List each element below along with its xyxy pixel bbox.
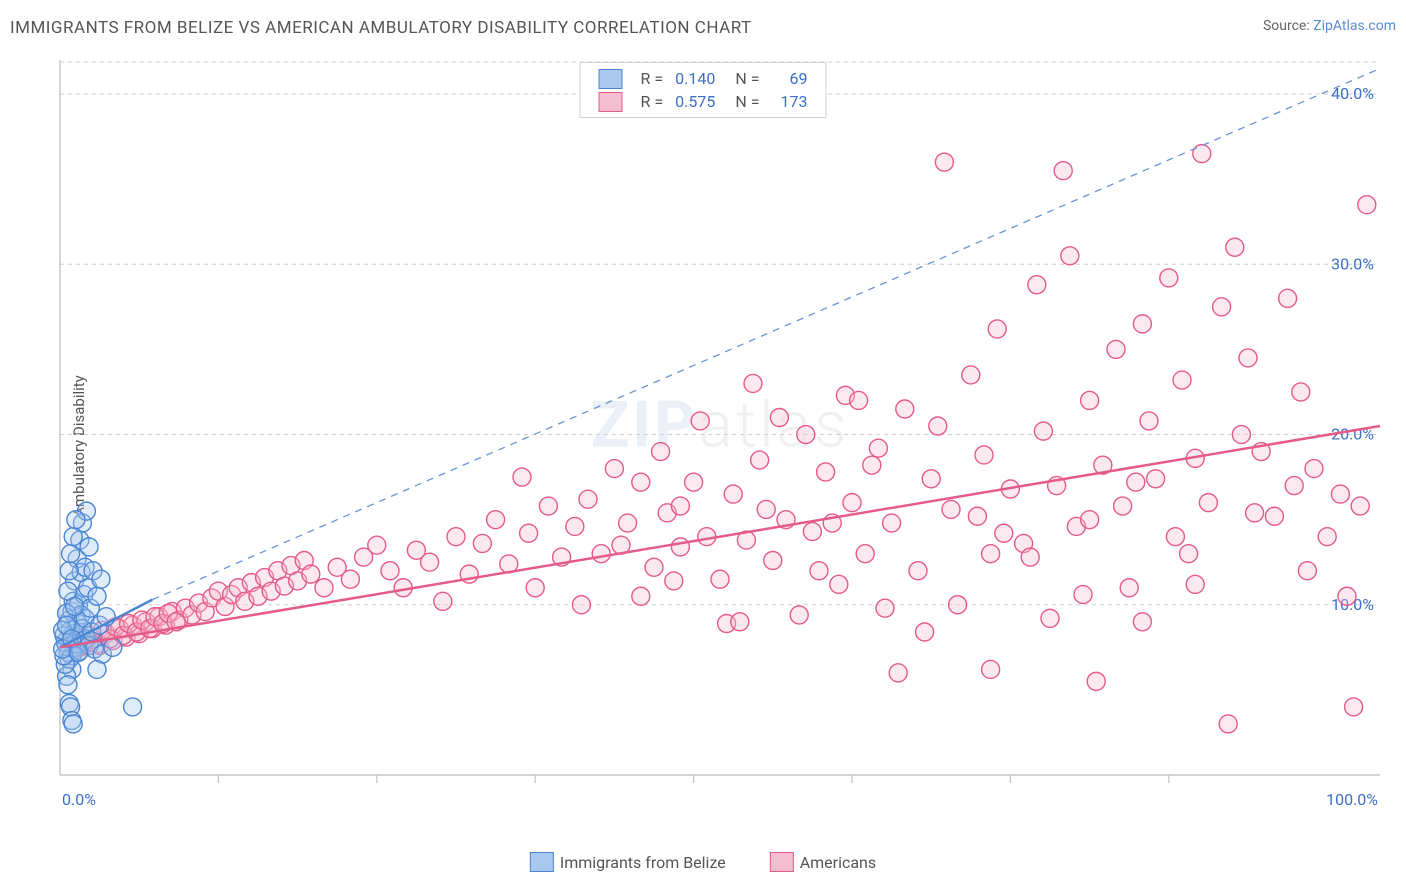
r-value: 0.575: [669, 90, 721, 113]
n-value: 69: [765, 67, 813, 90]
n-value: 173: [765, 90, 813, 113]
correlation-chart: IMMIGRANTS FROM BELIZE VS AMERICAN AMBUL…: [0, 0, 1406, 892]
legend-item: Americans: [770, 852, 876, 872]
legend-label: Americans: [800, 853, 876, 872]
legend-stats-row: R = 0.140 N = 69: [593, 67, 814, 90]
swatch-americans: [599, 92, 623, 112]
plot-svg: 10.0%20.0%30.0%40.0%0.0%100.0%: [60, 60, 1380, 820]
svg-text:100.0%: 100.0%: [1326, 790, 1378, 809]
legend-label: Immigrants from Belize: [560, 853, 726, 872]
r-value: 0.140: [669, 67, 721, 90]
legend-stats-row: R = 0.575 N = 173: [593, 90, 814, 113]
r-label: R =: [635, 67, 670, 90]
title-bar: IMMIGRANTS FROM BELIZE VS AMERICAN AMBUL…: [10, 18, 1396, 42]
legend-stats: R = 0.140 N = 69 R = 0.575 N = 173: [580, 62, 827, 118]
source-label: Source:: [1263, 18, 1310, 34]
n-label: N =: [721, 67, 765, 90]
swatch-americans: [770, 852, 794, 872]
chart-title: IMMIGRANTS FROM BELIZE VS AMERICAN AMBUL…: [10, 18, 752, 38]
source-value: ZipAtlas.com: [1313, 18, 1396, 34]
swatch-belize: [599, 69, 623, 89]
n-label: N =: [721, 90, 765, 113]
legend-bottom: Immigrants from Belize Americans: [510, 852, 896, 876]
svg-text:0.0%: 0.0%: [62, 790, 96, 809]
swatch-belize: [530, 852, 554, 872]
source-attribution: Source: ZipAtlas.com: [1263, 18, 1396, 34]
plot-area: ZIPatlas 10.0%20.0%30.0%40.0%0.0%100.0%: [60, 60, 1380, 820]
r-label: R =: [635, 90, 670, 113]
legend-item: Immigrants from Belize: [530, 852, 726, 872]
svg-text:30.0%: 30.0%: [1331, 254, 1374, 273]
legend-stats-table: R = 0.140 N = 69 R = 0.575 N = 173: [593, 67, 814, 113]
